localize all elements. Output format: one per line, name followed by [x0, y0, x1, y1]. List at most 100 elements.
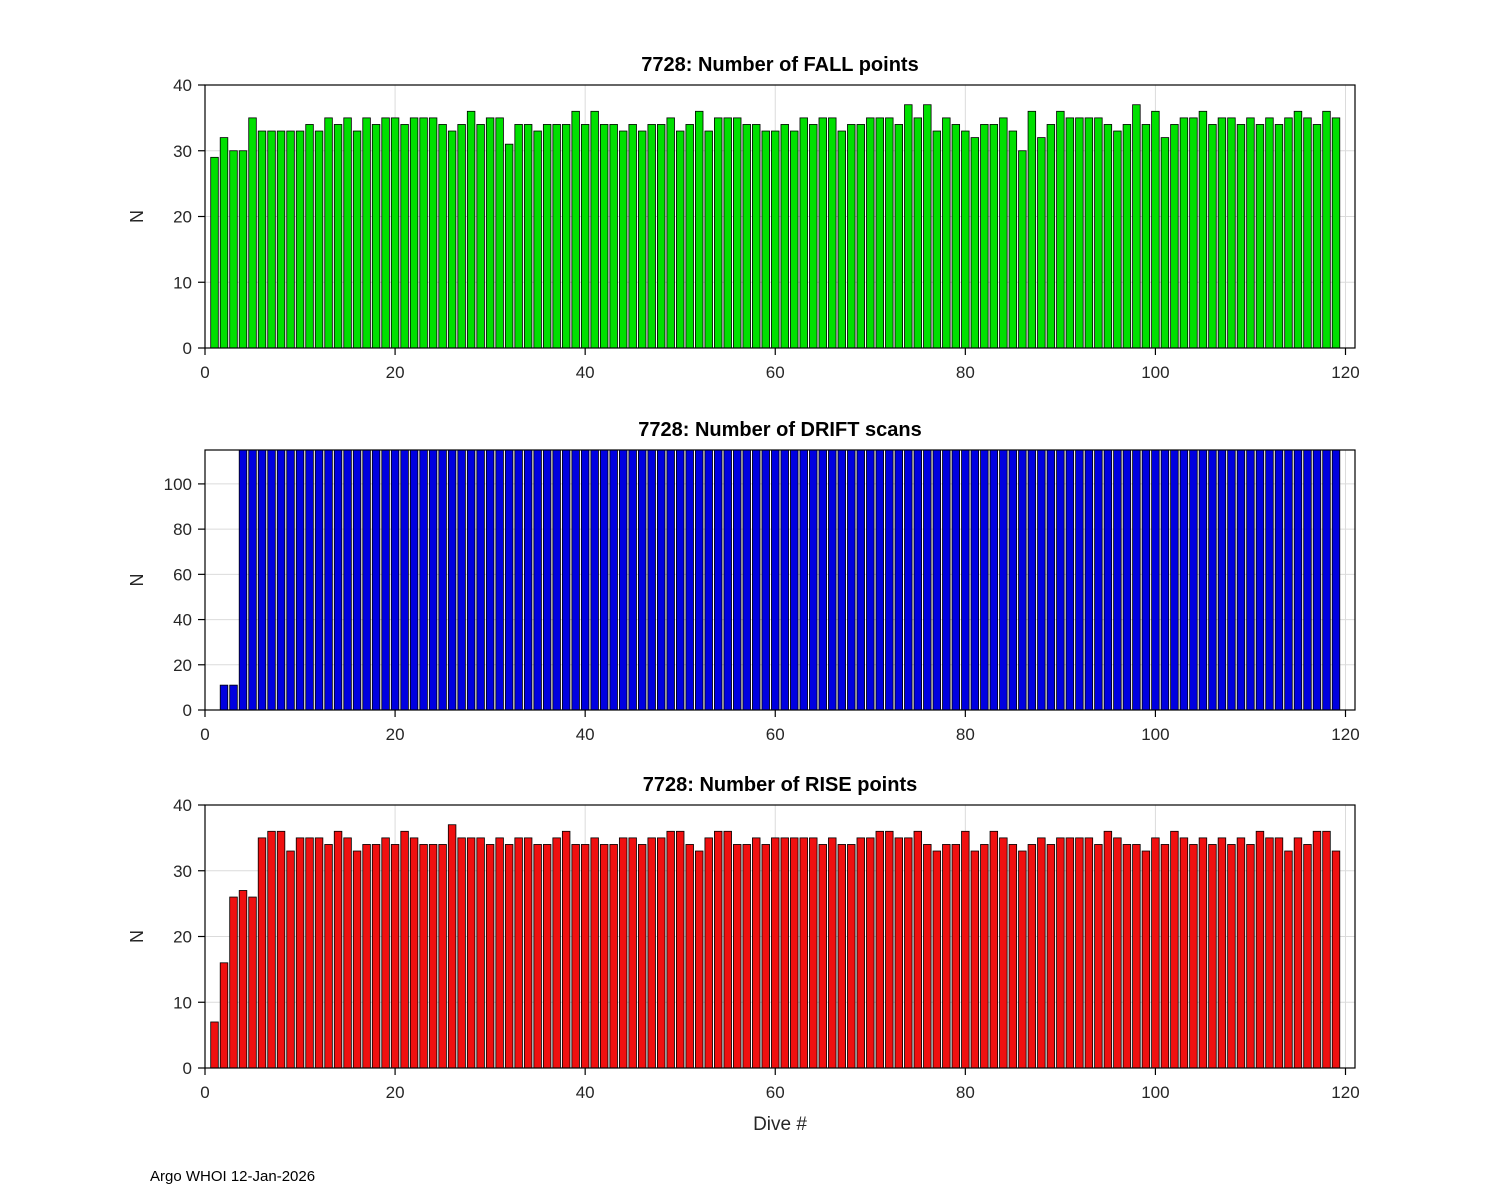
x-tick-label: 80	[956, 1083, 975, 1102]
chart-title: 7728: Number of DRIFT scans	[638, 419, 921, 441]
bar	[590, 449, 599, 711]
bar	[1037, 137, 1046, 349]
bar	[476, 837, 485, 1069]
bar	[343, 449, 352, 711]
bar	[752, 449, 761, 711]
bar	[885, 830, 894, 1069]
bar	[1236, 124, 1246, 349]
bar	[1141, 124, 1151, 349]
drift-scans-chart: 0 20 40 60 80 100 120 0 20 40 60 80 100 7728: Number …	[127, 419, 1360, 744]
bar	[961, 130, 970, 349]
bar	[504, 449, 514, 711]
bar	[599, 124, 609, 349]
bar	[1198, 837, 1208, 1069]
bar	[980, 449, 989, 711]
bar	[523, 837, 533, 1069]
bar	[771, 837, 780, 1069]
bar	[856, 837, 865, 1069]
bar	[1217, 837, 1227, 1069]
bar	[942, 117, 951, 349]
bar	[980, 124, 989, 349]
bar	[999, 117, 1008, 349]
bar	[828, 837, 837, 1069]
bar	[647, 449, 656, 711]
bar	[504, 143, 514, 349]
bar	[305, 449, 314, 711]
bar	[523, 449, 533, 711]
bar	[580, 449, 590, 711]
bar	[504, 844, 514, 1069]
bar	[1284, 117, 1293, 349]
y-tick-label: 10	[173, 993, 192, 1012]
bar	[476, 124, 485, 349]
bar	[1208, 449, 1217, 711]
bar	[343, 837, 352, 1069]
bar	[276, 130, 286, 349]
bar	[647, 837, 656, 1069]
bar	[466, 837, 476, 1069]
bar	[723, 449, 732, 711]
bar	[390, 117, 400, 349]
x-tick-label: 0	[200, 363, 209, 382]
bar	[590, 110, 599, 349]
bar	[580, 844, 590, 1069]
bar	[571, 449, 580, 711]
bar	[875, 449, 884, 711]
bar	[1312, 830, 1322, 1069]
bar	[856, 449, 865, 711]
bar	[324, 449, 333, 711]
bar	[390, 844, 400, 1069]
bar	[400, 449, 409, 711]
bar	[1217, 117, 1227, 349]
bar	[1179, 117, 1189, 349]
bar	[1303, 117, 1312, 349]
bar	[1037, 837, 1046, 1069]
bar	[761, 449, 770, 711]
bar	[1198, 110, 1208, 349]
bar	[866, 837, 875, 1069]
bar	[428, 844, 438, 1069]
x-tick-label: 40	[576, 363, 595, 382]
bar	[1075, 449, 1084, 711]
bar	[1018, 449, 1027, 711]
bar	[371, 449, 381, 711]
bar	[866, 449, 875, 711]
bar	[685, 449, 694, 711]
bar	[999, 837, 1008, 1069]
bar	[286, 449, 295, 711]
bar	[1075, 117, 1084, 349]
bar	[904, 104, 913, 349]
bar	[1027, 449, 1037, 711]
bar	[1179, 449, 1189, 711]
bar	[1084, 449, 1094, 711]
bar	[733, 117, 742, 349]
bar	[932, 850, 942, 1069]
bar	[1160, 844, 1170, 1069]
bar	[381, 837, 390, 1069]
bar	[951, 844, 961, 1069]
bar	[476, 449, 485, 711]
bar	[447, 449, 457, 711]
bar	[742, 449, 751, 711]
bar	[1151, 449, 1160, 711]
bar	[1056, 837, 1065, 1069]
y-tick-label: 80	[173, 520, 192, 539]
bar	[847, 124, 856, 349]
bar	[419, 117, 428, 349]
bar	[989, 830, 999, 1069]
bar	[419, 844, 428, 1069]
bar	[666, 117, 675, 349]
bar	[1284, 449, 1293, 711]
bar	[286, 130, 295, 349]
bar	[637, 130, 647, 349]
bar	[1065, 837, 1075, 1069]
bar	[400, 830, 409, 1069]
bar	[733, 844, 742, 1069]
bar	[542, 124, 552, 349]
bar	[371, 844, 381, 1069]
bar	[438, 124, 447, 349]
bar	[657, 837, 666, 1069]
bar	[637, 844, 647, 1069]
bar	[314, 837, 324, 1069]
